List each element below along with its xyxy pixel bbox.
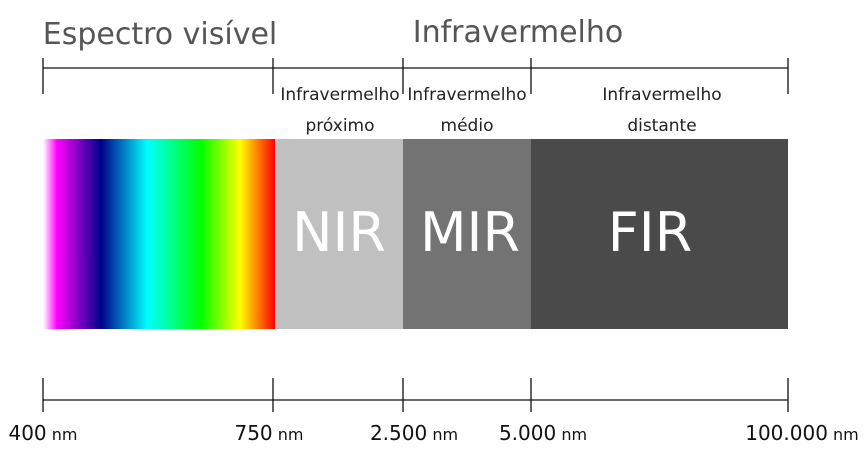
fir-abbr: FIR [608,201,693,264]
mir-band [403,139,531,329]
nir-label-line1: Infravermelho [280,85,399,105]
mir-label-line2: médio [441,116,494,136]
nir-band [275,139,403,329]
mir-abbr: MIR [420,201,520,264]
tick-100000: 100.000 nm [745,421,859,445]
visible-spectrum-header: Espectro visível [43,17,278,52]
fir-label-line1: Infravermelho [602,85,721,105]
top-bracket [42,58,789,94]
visible-spectrum-band [43,139,275,329]
bottom-scale [42,378,789,412]
nir-abbr: NIR [292,201,386,264]
fir-label-line2: distante [627,116,696,136]
tick-750: 750 nm [234,421,303,445]
tick-400: 400 nm [8,421,77,445]
tick-2500: 2.500 nm [370,421,458,445]
infrared-header: Infravermelho [413,15,624,50]
tick-5000: 5.000 nm [499,421,587,445]
mir-label-line1: Infravermelho [407,85,526,105]
nir-label-line2: próximo [305,116,374,136]
fir-band [531,139,788,329]
